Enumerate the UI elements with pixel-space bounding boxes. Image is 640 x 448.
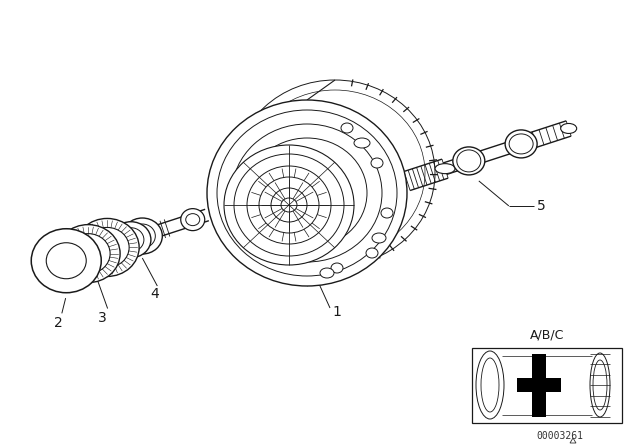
Bar bbox=[532, 354, 546, 417]
Ellipse shape bbox=[180, 209, 205, 231]
Ellipse shape bbox=[31, 229, 101, 293]
Text: 2: 2 bbox=[54, 316, 63, 330]
Text: 1: 1 bbox=[332, 305, 341, 319]
Ellipse shape bbox=[87, 247, 99, 257]
Ellipse shape bbox=[354, 138, 370, 148]
Bar bbox=[517, 378, 561, 392]
Text: A/B/C: A/B/C bbox=[530, 328, 564, 341]
Ellipse shape bbox=[590, 353, 610, 417]
Ellipse shape bbox=[435, 164, 455, 174]
Ellipse shape bbox=[207, 100, 407, 286]
Ellipse shape bbox=[122, 218, 163, 254]
Ellipse shape bbox=[476, 351, 504, 419]
Ellipse shape bbox=[186, 214, 200, 226]
Ellipse shape bbox=[224, 145, 354, 265]
Text: 00003261: 00003261 bbox=[536, 431, 584, 441]
Ellipse shape bbox=[509, 134, 533, 154]
Ellipse shape bbox=[75, 219, 139, 276]
Ellipse shape bbox=[381, 208, 393, 218]
Ellipse shape bbox=[372, 233, 386, 243]
Ellipse shape bbox=[505, 130, 537, 158]
Ellipse shape bbox=[85, 228, 129, 267]
Ellipse shape bbox=[320, 268, 334, 278]
Ellipse shape bbox=[118, 228, 144, 252]
Ellipse shape bbox=[66, 233, 110, 274]
Ellipse shape bbox=[457, 150, 481, 172]
Bar bbox=[472, 348, 622, 423]
Ellipse shape bbox=[366, 248, 378, 258]
Ellipse shape bbox=[46, 243, 86, 279]
Ellipse shape bbox=[129, 224, 156, 248]
Ellipse shape bbox=[593, 360, 607, 410]
Ellipse shape bbox=[453, 147, 485, 175]
Ellipse shape bbox=[371, 158, 383, 168]
Ellipse shape bbox=[111, 222, 151, 258]
Text: 3: 3 bbox=[99, 310, 107, 324]
Ellipse shape bbox=[331, 263, 343, 273]
Text: 4: 4 bbox=[150, 287, 159, 301]
Text: 5: 5 bbox=[537, 199, 545, 213]
Ellipse shape bbox=[561, 124, 577, 134]
Ellipse shape bbox=[341, 123, 353, 133]
Ellipse shape bbox=[56, 224, 120, 283]
Ellipse shape bbox=[481, 358, 499, 412]
